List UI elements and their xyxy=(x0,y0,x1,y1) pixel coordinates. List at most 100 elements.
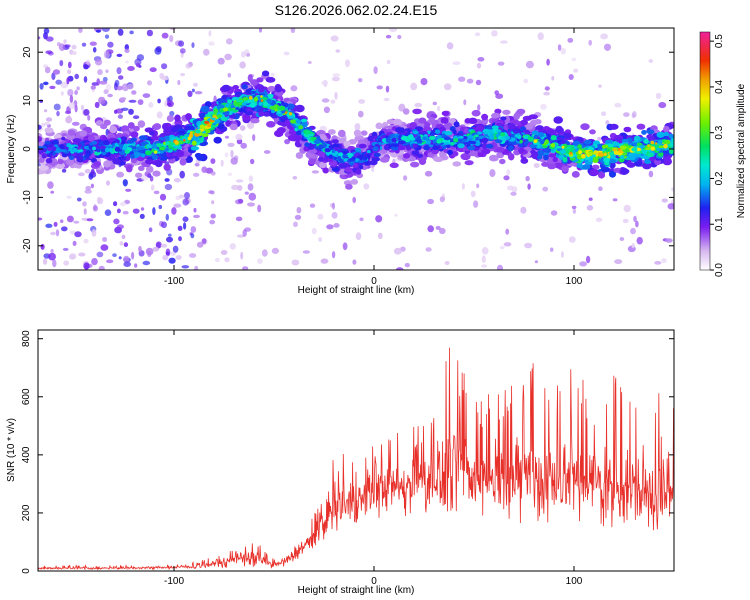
spectrogram-noise-cell xyxy=(648,170,654,178)
spectrogram-noise-cell xyxy=(352,259,357,265)
spectrogram-noise-cell xyxy=(148,227,153,233)
spectrogram-ridge-cell xyxy=(141,153,146,158)
spectrogram-hotspot xyxy=(248,96,253,100)
colorbar-tick-label: 0.2 xyxy=(714,171,725,185)
spectrogram-ridge-cell xyxy=(527,136,534,142)
spectrogram-noise-cell xyxy=(164,178,170,182)
spectrogram-ridge-cell xyxy=(491,112,501,119)
spectrogram-ridge-cell xyxy=(412,130,419,135)
spectrogram-ridge-cell xyxy=(100,123,108,130)
spectrogram-noise-cell xyxy=(358,99,366,104)
spectrogram-ridge-cell xyxy=(346,152,354,158)
spectrogram-ridge-cell xyxy=(537,149,545,156)
spectrogram-noise-cell xyxy=(250,158,255,165)
spectrogram-ridge-cell xyxy=(295,152,304,159)
spectrogram-ridge-cell xyxy=(556,148,562,152)
spectrogram-ridge-cell xyxy=(518,147,525,154)
spectrogram-noise-cell xyxy=(550,210,558,216)
spectrogram-noise-cell xyxy=(658,102,667,109)
spectrogram-noise-cell xyxy=(290,28,296,34)
spectrogram-noise-cell xyxy=(158,204,163,210)
spectrogram-ridge-cell xyxy=(548,153,556,158)
spectrogram-ridge-cell xyxy=(481,113,489,121)
spectrogram-noise-cell xyxy=(83,109,90,116)
spectrogram-ridge-cell xyxy=(124,149,130,155)
spectrogram-noise-cell xyxy=(124,48,130,53)
spectrogram-noise-cell xyxy=(71,44,77,50)
spectrogram-noise-cell xyxy=(363,183,370,190)
spectrogram-noise-cell xyxy=(98,96,106,105)
spectrogram-ridge-cell xyxy=(77,149,84,153)
spectrogram-ridge-cell xyxy=(427,152,435,158)
spectrogram-ridge-cell xyxy=(468,117,478,125)
spectrogram-noise-cell xyxy=(619,237,625,241)
spectrogram-noise-cell xyxy=(231,184,239,191)
spectrogram-ridge-cell xyxy=(271,109,276,114)
spectrogram-noise-cell xyxy=(210,158,216,164)
spectrogram-noise-cell xyxy=(597,136,602,141)
spectrogram-noise-cell xyxy=(505,228,510,235)
spectrogram-noise-cell xyxy=(62,247,69,251)
spectrogram-noise-cell xyxy=(74,73,79,80)
spectrogram-noise-cell xyxy=(661,258,667,264)
spectrogram-ridge-cell xyxy=(250,118,260,124)
spectrogram-noise-cell xyxy=(152,246,160,252)
spectrogram-ridge-cell xyxy=(359,165,364,170)
spectrogram-noise-cell xyxy=(523,78,529,84)
spectrogram-noise-cell xyxy=(66,77,70,85)
spectrogram-noise-cell xyxy=(156,242,161,249)
spectrogram-noise-cell xyxy=(160,243,168,248)
spectrogram-ridge-cell xyxy=(411,150,420,156)
spectrogram-noise-cell xyxy=(116,224,124,229)
spectrogram-ridge-cell xyxy=(373,152,381,157)
spectrogram-noise-cell xyxy=(293,221,298,228)
spectrogram-noise-cell xyxy=(247,121,255,129)
spectrogram-noise-cell xyxy=(78,252,86,257)
spectrogram-noise-cell xyxy=(317,213,324,220)
spectrogram-noise-cell xyxy=(190,233,195,239)
spectrogram-noise-cell xyxy=(168,95,173,102)
spectrogram-ridge-cell xyxy=(589,129,596,135)
spectrogram-noise-cell xyxy=(585,255,591,264)
spectrogram-noise-cell xyxy=(50,231,56,236)
spectrogram-noise-cell xyxy=(147,80,152,86)
spectrogram-noise-cell xyxy=(119,97,127,101)
spectrogram-noise-cell xyxy=(386,59,391,65)
spectrogram-noise-cell xyxy=(573,68,579,73)
snr-y-tick-label: 400 xyxy=(21,446,32,463)
spectrogram-ridge-cell xyxy=(623,126,632,133)
spectrogram-hotspot xyxy=(284,111,288,114)
spectrogram-ridge-cell xyxy=(47,147,52,152)
spectrogram-noise-cell xyxy=(96,78,100,86)
spectrogram-noise-cell xyxy=(83,63,89,70)
spectrogram-ridge-cell xyxy=(474,136,480,141)
spectrogram-noise-cell xyxy=(51,72,56,80)
spectrogram-ridge-cell xyxy=(576,163,584,168)
spectrogram-noise-cell xyxy=(414,102,423,108)
spectrogram-ridge-cell xyxy=(481,137,489,143)
spectrogram-noise-cell xyxy=(271,247,279,254)
spectrogram-hotspot xyxy=(260,99,264,102)
spectrogram-noise-cell xyxy=(179,170,185,179)
spectrogram-ridge-cell xyxy=(543,154,549,161)
spectrogram-ridge-cell xyxy=(322,167,330,174)
spectrogram-ridge-cell xyxy=(295,104,305,113)
spectrogram-noise-cell xyxy=(240,51,246,58)
spectrogram-noise-cell xyxy=(100,244,109,251)
spectrogram-noise-cell xyxy=(122,210,129,215)
spectrogram-noise-cell xyxy=(352,196,357,204)
spectrogram-ridge-cell xyxy=(520,119,528,126)
spectrogram-noise-cell xyxy=(140,207,145,211)
spectrogram-noise-cell xyxy=(612,198,618,202)
spectrogram-noise-cell xyxy=(229,243,236,250)
spectrogram-ridge-cell xyxy=(112,158,121,165)
spectrogram-noise-cell xyxy=(395,267,404,270)
spectrogram-ridge-cell xyxy=(179,158,187,166)
spectrogram-noise-cell xyxy=(342,242,348,251)
spectrogram-ridge-cell xyxy=(181,136,187,140)
spectrogram-ridge-cell xyxy=(265,76,276,83)
spectrogram-ridge-cell xyxy=(447,149,453,155)
spectrogram-noise-cell xyxy=(83,238,89,244)
spectrogram-ridge-cell xyxy=(507,153,515,161)
